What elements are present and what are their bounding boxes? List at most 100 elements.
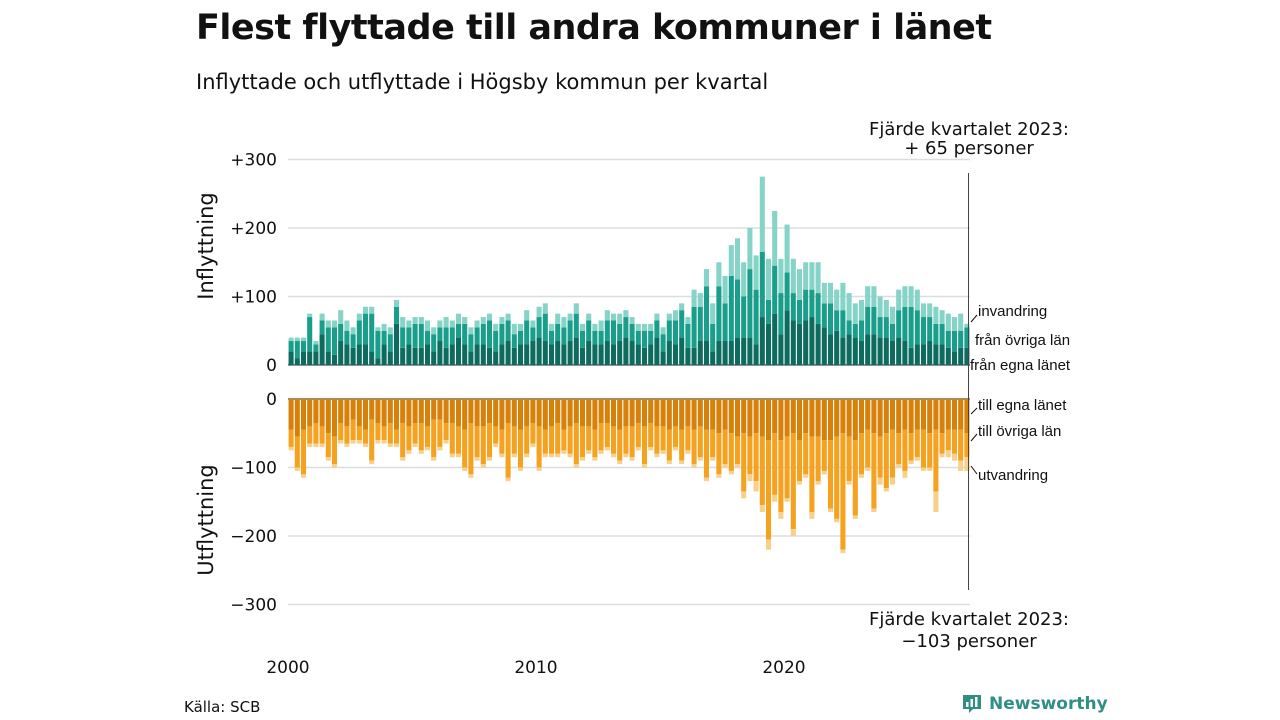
bar-till-egna-lanet xyxy=(883,399,889,434)
bar-till-ovriga-lan xyxy=(400,422,406,458)
label-fran-egna-lanet: från egna länet xyxy=(970,357,1071,374)
bar-till-ovriga-lan xyxy=(623,426,629,454)
bar-till-egna-lanet xyxy=(387,399,393,423)
bar-utvandring xyxy=(734,464,741,468)
bar-till-egna-lanet xyxy=(362,399,369,430)
bar-utvandring xyxy=(772,494,778,502)
bar-fran-egna-lanet xyxy=(964,347,970,366)
bar-fran-egna-lanet xyxy=(480,344,486,365)
bar-fran-egna-lanet xyxy=(902,341,908,365)
bar-utvandring xyxy=(716,474,722,478)
bar-fran-ovriga-lan xyxy=(809,289,815,318)
bar-till-ovriga-lan xyxy=(548,426,555,454)
bar-till-ovriga-lan xyxy=(362,429,369,444)
bar-till-ovriga-lan xyxy=(803,433,809,475)
bar-fran-egna-lanet xyxy=(505,341,511,365)
bar-till-egna-lanet xyxy=(958,399,964,430)
bar-till-egna-lanet xyxy=(400,399,406,423)
bar-utvandring xyxy=(387,443,393,447)
bar-fran-egna-lanet xyxy=(536,337,542,365)
bar-till-egna-lanet xyxy=(679,399,685,430)
bar-fran-ovriga-lan xyxy=(530,327,536,342)
bar-invandring xyxy=(431,327,437,335)
bar-utvandring xyxy=(307,443,313,447)
bar-invandring xyxy=(350,327,356,335)
bar-till-ovriga-lan xyxy=(443,422,449,441)
label-invandring: invandring xyxy=(978,303,1047,320)
bar-fran-ovriga-lan xyxy=(536,317,542,338)
bar-till-egna-lanet xyxy=(914,399,920,430)
chart-subtitle: Inflyttade och utflyttade i Högsby kommu… xyxy=(196,70,769,94)
bar-fran-egna-lanet xyxy=(431,351,437,365)
bar-invandring xyxy=(369,306,375,314)
bar-fran-ovriga-lan xyxy=(300,341,307,352)
bar-till-ovriga-lan xyxy=(536,426,542,468)
bar-utvandring xyxy=(443,440,449,444)
bar-fran-ovriga-lan xyxy=(623,317,629,338)
bar-till-egna-lanet xyxy=(499,399,505,430)
bar-till-egna-lanet xyxy=(846,399,852,437)
bar-invandring xyxy=(555,313,561,324)
bar-utvandring xyxy=(617,460,623,465)
bar-till-egna-lanet xyxy=(939,399,945,434)
bar-fran-egna-lanet xyxy=(759,317,765,365)
bar-till-ovriga-lan xyxy=(629,426,635,458)
bar-invandring xyxy=(635,323,641,331)
bar-fran-ovriga-lan xyxy=(493,330,499,352)
bar-till-egna-lanet xyxy=(889,399,896,430)
bar-utvandring xyxy=(883,488,889,492)
bar-invandring xyxy=(381,323,387,331)
bar-utvandring xyxy=(672,446,679,451)
bar-fran-ovriga-lan xyxy=(468,334,474,352)
bar-utvandring xyxy=(555,453,561,458)
bar-utvandring xyxy=(511,453,517,458)
bar-till-ovriga-lan xyxy=(728,433,734,471)
bar-utvandring xyxy=(765,539,772,550)
bar-utvandring xyxy=(920,467,927,471)
bar-till-ovriga-lan xyxy=(914,429,920,458)
bar-till-ovriga-lan xyxy=(493,426,499,444)
bar-fran-egna-lanet xyxy=(914,344,920,365)
bar-utvandring xyxy=(406,450,412,454)
bar-till-egna-lanet xyxy=(734,399,741,437)
bar-invandring xyxy=(728,245,734,276)
bar-utvandring xyxy=(300,474,307,478)
bar-fran-egna-lanet xyxy=(834,330,840,365)
bar-fran-ovriga-lan xyxy=(858,320,865,342)
bar-invandring xyxy=(468,327,474,335)
bar-invandring xyxy=(517,323,524,331)
bar-utvandring xyxy=(530,443,536,447)
bar-fran-ovriga-lan xyxy=(573,313,579,338)
bar-till-ovriga-lan xyxy=(555,422,561,454)
leader-invandring xyxy=(970,314,978,323)
bar-utvandring xyxy=(703,477,710,482)
bar-fran-ovriga-lan xyxy=(393,306,400,324)
bar-invandring xyxy=(672,310,679,321)
bar-fran-egna-lanet xyxy=(654,337,660,365)
y-tick-label-top: +100 xyxy=(230,288,277,308)
bar-invandring xyxy=(945,313,951,331)
bar-till-ovriga-lan xyxy=(586,426,592,451)
bar-till-ovriga-lan xyxy=(672,426,679,447)
leader-till-ovriga xyxy=(970,433,978,442)
bar-fran-ovriga-lan xyxy=(629,323,635,342)
bar-till-ovriga-lan xyxy=(511,426,517,454)
bar-invandring xyxy=(486,313,493,321)
bar-till-egna-lanet xyxy=(908,399,914,434)
bar-fran-egna-lanet xyxy=(387,351,393,365)
bar-till-ovriga-lan xyxy=(437,419,443,447)
bar-till-egna-lanet xyxy=(406,399,412,427)
bar-fran-egna-lanet xyxy=(945,347,951,366)
bar-fran-egna-lanet xyxy=(319,334,325,366)
bar-till-ovriga-lan xyxy=(933,429,939,492)
bar-till-ovriga-lan xyxy=(685,426,691,451)
bar-fran-egna-lanet xyxy=(722,341,728,365)
bar-till-egna-lanet xyxy=(964,399,970,434)
bar-utvandring xyxy=(945,450,951,458)
bar-fran-ovriga-lan xyxy=(406,327,412,345)
bar-utvandring xyxy=(747,474,753,482)
bar-fran-egna-lanet xyxy=(889,341,896,365)
bar-fran-ovriga-lan xyxy=(567,320,573,342)
bar-fran-egna-lanet xyxy=(493,351,499,365)
bar-invandring xyxy=(927,303,933,318)
